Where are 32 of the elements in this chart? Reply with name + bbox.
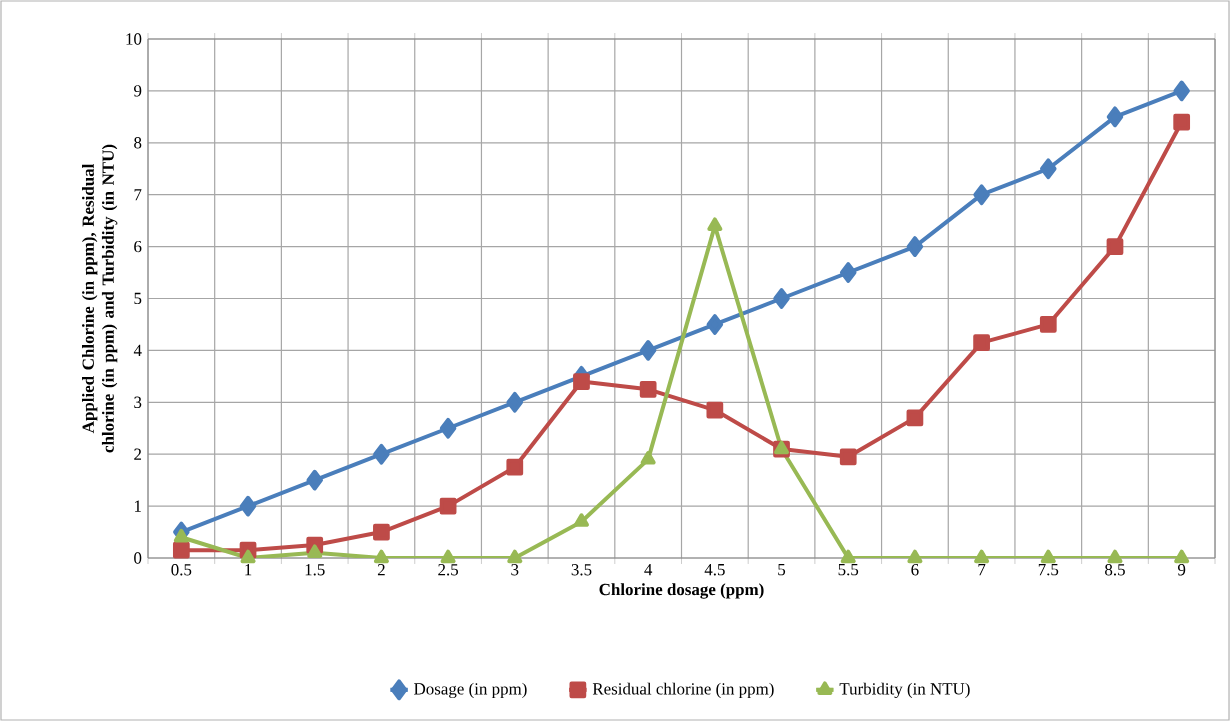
y-tick-label: 8: [134, 137, 142, 149]
x-tick-label: 4.5: [704, 564, 725, 576]
x-axis-title: Chlorine dosage (ppm): [599, 583, 764, 599]
y-tick-label: 3: [134, 396, 142, 408]
y-tick-label: 7: [134, 189, 142, 201]
legend-label: Residual chlorine (in ppm): [592, 682, 774, 699]
y-tick-label: 9: [134, 85, 142, 97]
x-tick-label: 6: [911, 564, 919, 576]
y-tick-label: 5: [134, 292, 142, 305]
x-tick-label: 4: [644, 564, 653, 576]
x-tick-label: 5.5: [838, 564, 859, 576]
x-tick-label: 7.5: [1038, 564, 1059, 576]
x-tick-label: 7: [978, 564, 986, 576]
x-tick-label: 3: [511, 564, 519, 576]
y-tick-label: 6: [134, 240, 142, 253]
x-tick-label: 8.5: [1105, 564, 1125, 576]
y-tick-label: 10: [126, 33, 142, 45]
y-tick-label: 1: [134, 500, 141, 512]
y-tick-label: 4: [133, 344, 142, 356]
x-tick-label: 5: [778, 564, 786, 576]
y-tick-label: 2: [134, 448, 142, 460]
x-tick-label: 2: [377, 564, 385, 576]
y-tick-label: 0: [134, 552, 142, 564]
legend-label: Turbidity (in NTU): [839, 682, 970, 699]
x-tick-label: 2.5: [438, 564, 459, 576]
x-tick-label: 0.5: [171, 564, 192, 576]
legend-label: Dosage (in ppm): [414, 682, 527, 699]
y-axis-title: Applied Chlorine (in ppm), Residual chlorine (in ppm) and Turbidity (in NTU): [82, 144, 118, 453]
x-tick-label: 1.5: [305, 564, 325, 576]
x-tick-label: 3.5: [571, 564, 592, 576]
x-tick-label: 1: [245, 564, 252, 576]
x-tick-label: 9: [1177, 564, 1186, 576]
